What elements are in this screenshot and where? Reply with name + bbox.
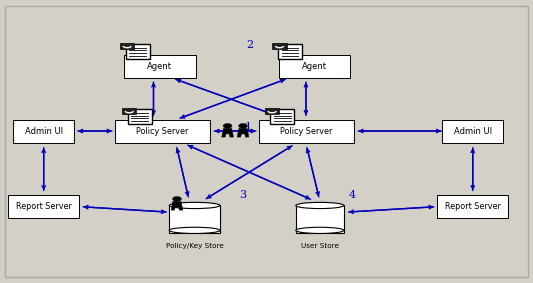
Circle shape: [173, 196, 181, 201]
FancyBboxPatch shape: [13, 120, 74, 143]
FancyBboxPatch shape: [8, 195, 79, 218]
Circle shape: [223, 123, 232, 128]
Polygon shape: [229, 134, 233, 137]
Text: Policy Server: Policy Server: [280, 127, 333, 136]
FancyBboxPatch shape: [259, 120, 354, 143]
Text: Policy Server: Policy Server: [136, 127, 189, 136]
Text: Report Server: Report Server: [16, 202, 71, 211]
FancyBboxPatch shape: [442, 120, 503, 143]
Ellipse shape: [169, 227, 220, 233]
Bar: [169, 204, 220, 207]
Text: Admin UI: Admin UI: [25, 127, 63, 136]
Text: 1: 1: [244, 122, 252, 132]
FancyBboxPatch shape: [124, 55, 196, 78]
FancyBboxPatch shape: [279, 55, 350, 78]
Text: 2: 2: [246, 40, 253, 50]
Text: Report Server: Report Server: [445, 202, 500, 211]
Circle shape: [239, 123, 247, 128]
Polygon shape: [179, 207, 183, 210]
Polygon shape: [172, 201, 182, 207]
Polygon shape: [245, 134, 249, 137]
Bar: [126, 44, 149, 59]
Ellipse shape: [169, 202, 220, 209]
Polygon shape: [222, 134, 226, 137]
Bar: [272, 43, 287, 49]
Text: User Store: User Store: [301, 243, 339, 249]
Polygon shape: [222, 128, 233, 134]
Text: 4: 4: [348, 190, 356, 200]
Bar: [271, 109, 295, 124]
Text: Agent: Agent: [148, 62, 172, 71]
Bar: [265, 108, 279, 114]
FancyBboxPatch shape: [115, 120, 210, 143]
Bar: [122, 108, 136, 114]
Bar: [128, 109, 152, 124]
Text: Admin UI: Admin UI: [454, 127, 492, 136]
Bar: [296, 204, 343, 207]
Bar: [278, 44, 302, 59]
Bar: [296, 205, 344, 233]
Text: 3: 3: [239, 190, 246, 200]
Text: Agent: Agent: [302, 62, 327, 71]
Bar: [120, 43, 134, 49]
Ellipse shape: [296, 202, 344, 209]
FancyBboxPatch shape: [437, 195, 508, 218]
Text: Policy/Key Store: Policy/Key Store: [166, 243, 223, 249]
Polygon shape: [171, 207, 175, 210]
Ellipse shape: [296, 227, 344, 233]
Polygon shape: [237, 134, 241, 137]
Bar: [169, 205, 220, 233]
Polygon shape: [238, 128, 248, 134]
